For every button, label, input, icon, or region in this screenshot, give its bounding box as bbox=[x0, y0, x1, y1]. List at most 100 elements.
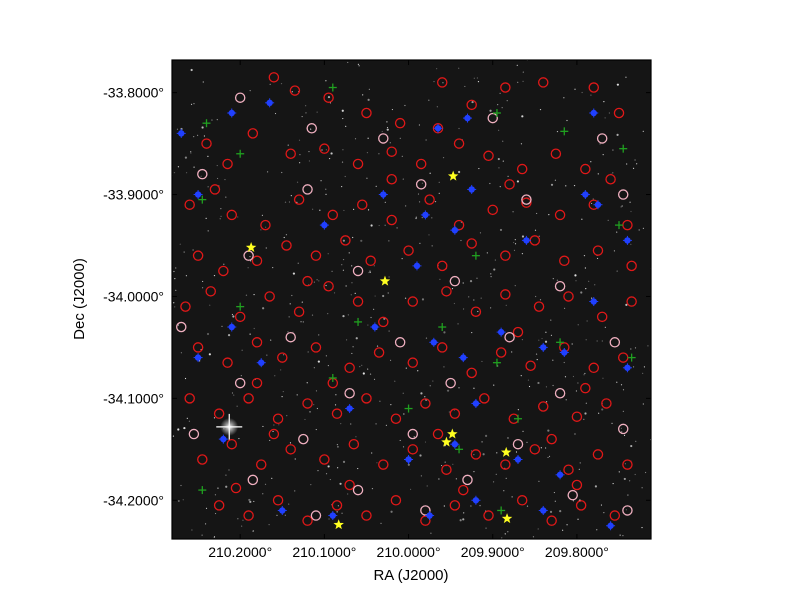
red-circle-marker bbox=[596, 311, 608, 323]
background-star bbox=[602, 154, 604, 156]
red-circle-marker bbox=[500, 82, 511, 93]
background-star bbox=[554, 500, 556, 502]
bright-source bbox=[216, 413, 243, 440]
red-circle-marker bbox=[390, 495, 402, 506]
background-star bbox=[327, 364, 329, 367]
red-circle-marker bbox=[213, 408, 225, 419]
background-star bbox=[296, 181, 299, 183]
background-star bbox=[290, 195, 292, 197]
green-cross-marker bbox=[438, 323, 447, 332]
red-circle-marker bbox=[436, 342, 448, 353]
background-star bbox=[536, 358, 538, 361]
blue-star-marker bbox=[521, 235, 531, 245]
background-star bbox=[481, 360, 483, 363]
background-star bbox=[444, 461, 446, 463]
background-star bbox=[452, 463, 454, 465]
background-star bbox=[264, 483, 267, 485]
background-star bbox=[341, 512, 343, 514]
background-star bbox=[265, 247, 267, 249]
background-star bbox=[563, 97, 565, 99]
red-circle-marker bbox=[537, 401, 549, 412]
background-star bbox=[522, 430, 524, 432]
background-star bbox=[515, 451, 518, 453]
background-star bbox=[359, 366, 361, 368]
background-star bbox=[492, 481, 495, 483]
background-star bbox=[484, 434, 488, 437]
background-star bbox=[574, 274, 577, 277]
red-circle-marker bbox=[466, 238, 477, 249]
red-circle-marker bbox=[500, 289, 511, 300]
background-star bbox=[374, 295, 376, 297]
background-star bbox=[201, 534, 203, 536]
blue-star-marker bbox=[538, 342, 548, 352]
background-star bbox=[426, 485, 428, 487]
background-star bbox=[357, 467, 359, 470]
background-star bbox=[317, 360, 320, 363]
blue-star-marker bbox=[328, 511, 338, 521]
background-star bbox=[584, 372, 586, 375]
background-star bbox=[556, 130, 559, 133]
blue-star-marker bbox=[193, 190, 203, 200]
background-star bbox=[496, 452, 498, 454]
background-star bbox=[514, 285, 516, 287]
background-star bbox=[585, 402, 587, 404]
background-star bbox=[626, 163, 628, 165]
yellow-star-marker bbox=[441, 436, 452, 447]
background-star bbox=[238, 437, 240, 440]
pink-circle-marker bbox=[521, 194, 532, 205]
red-circle-marker bbox=[272, 413, 284, 424]
background-star bbox=[173, 172, 176, 174]
blue-star-marker bbox=[458, 353, 468, 363]
green-cross-marker bbox=[619, 144, 628, 153]
red-circle-marker bbox=[230, 482, 242, 494]
background-star bbox=[579, 462, 581, 464]
green-cross-marker bbox=[328, 373, 337, 382]
background-star bbox=[252, 530, 254, 532]
red-circle-marker bbox=[302, 398, 313, 409]
background-star bbox=[636, 163, 638, 165]
background-star bbox=[342, 258, 345, 261]
green-cross-marker bbox=[492, 358, 501, 367]
background-star bbox=[608, 112, 610, 114]
catalog-markers bbox=[176, 72, 637, 531]
background-star bbox=[549, 510, 553, 513]
green-cross-marker bbox=[354, 317, 363, 326]
background-star bbox=[390, 404, 392, 406]
background-star bbox=[207, 186, 209, 188]
blue-star-marker bbox=[538, 505, 548, 515]
background-star bbox=[250, 260, 252, 262]
background-star bbox=[260, 229, 262, 231]
background-star bbox=[468, 296, 470, 298]
background-star bbox=[507, 175, 509, 177]
pink-circle-marker bbox=[197, 168, 208, 180]
background-star bbox=[379, 400, 381, 402]
background-star bbox=[481, 441, 483, 443]
background-star bbox=[366, 152, 369, 154]
background-star bbox=[211, 119, 213, 121]
background-star bbox=[638, 229, 640, 231]
background-star bbox=[228, 469, 230, 471]
background-star bbox=[502, 160, 504, 162]
background-star bbox=[311, 314, 314, 316]
red-circle-marker bbox=[386, 146, 397, 157]
background-star bbox=[399, 439, 401, 442]
background-star bbox=[521, 235, 525, 238]
red-circle-marker bbox=[613, 107, 625, 119]
background-star bbox=[350, 294, 352, 296]
red-circle-marker bbox=[226, 209, 238, 221]
blue-star-marker bbox=[404, 455, 414, 465]
background-star bbox=[225, 485, 228, 488]
background-star bbox=[269, 83, 271, 85]
background-star bbox=[401, 258, 403, 260]
red-circle-marker bbox=[601, 398, 612, 409]
background-star bbox=[455, 478, 457, 480]
background-star bbox=[436, 106, 438, 108]
blue-star-marker bbox=[450, 225, 460, 235]
red-circle-marker bbox=[470, 449, 482, 460]
background-star bbox=[503, 490, 505, 492]
background-star bbox=[294, 490, 296, 492]
blue-star-marker bbox=[265, 98, 275, 108]
background-star bbox=[495, 473, 497, 475]
background-star bbox=[320, 180, 322, 182]
background-star bbox=[271, 477, 273, 479]
